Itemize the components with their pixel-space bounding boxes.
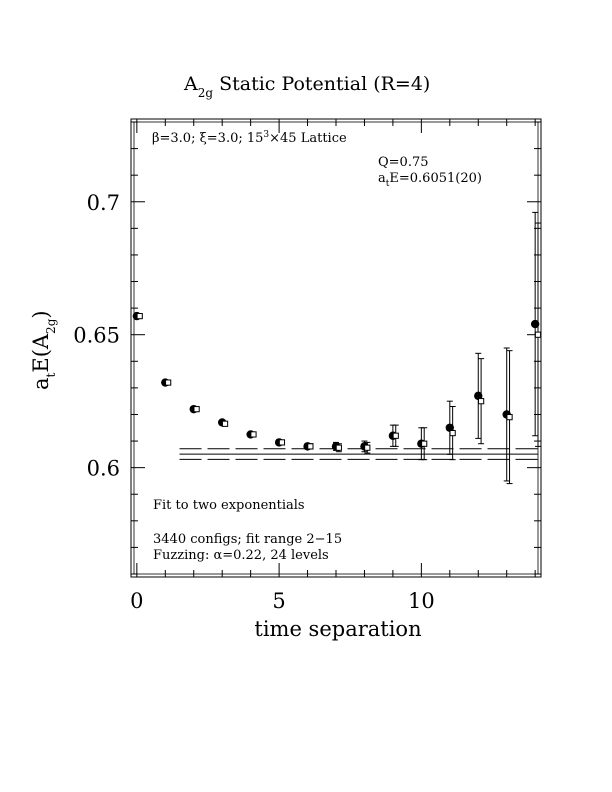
x-axis-label: time separation <box>254 617 421 641</box>
data-point-circle <box>474 391 483 401</box>
x-tick-label: 5 <box>272 589 285 613</box>
data-point-square <box>250 431 257 438</box>
y-tick-labels: 0.6 0.65 0.7 <box>73 191 120 481</box>
data-point-square <box>136 312 143 320</box>
y-tick-label: 0.6 <box>87 457 120 481</box>
y-tick-label: 0.7 <box>87 191 120 215</box>
data-point-square <box>221 420 229 427</box>
data-point-square <box>364 444 371 451</box>
data-point-square <box>421 440 428 447</box>
fuzzing-note: Fuzzing: α=0.22, 24 levels <box>153 548 329 563</box>
data-point-square <box>477 398 485 405</box>
chart-title: A2g Static Potential (R=4) <box>183 73 430 100</box>
q-annotation: Q=0.75 <box>378 155 429 170</box>
data-points <box>132 211 542 485</box>
data-point-square <box>193 406 200 413</box>
x-tick-label: 10 <box>408 589 435 613</box>
x-tick-label: 0 <box>130 589 143 613</box>
data-point-square <box>506 414 513 421</box>
data-point-circle <box>445 423 455 432</box>
ate-annotation: atE=0.6051(20) <box>378 171 482 189</box>
data-point-square <box>534 331 542 338</box>
data-point-square <box>165 379 172 386</box>
data-point-square <box>335 444 342 451</box>
y-tick-label: 0.65 <box>73 324 120 348</box>
data-point-square <box>392 432 399 439</box>
data-point-square <box>449 429 456 437</box>
fit-note: Fit to two exponentials <box>153 498 305 513</box>
data-point-square <box>278 439 286 446</box>
data-point-square <box>307 443 314 450</box>
configs-note: 3440 configs; fit range 2−15 <box>153 532 342 547</box>
lattice-annotation: β=3.0; ξ=3.0; 153×45 Lattice <box>152 130 347 146</box>
data-point-circle <box>530 319 540 329</box>
x-tick-labels: 0 5 10 <box>130 589 435 613</box>
y-axis-label: atE(A2g) <box>29 310 58 390</box>
fit-band <box>179 448 538 460</box>
